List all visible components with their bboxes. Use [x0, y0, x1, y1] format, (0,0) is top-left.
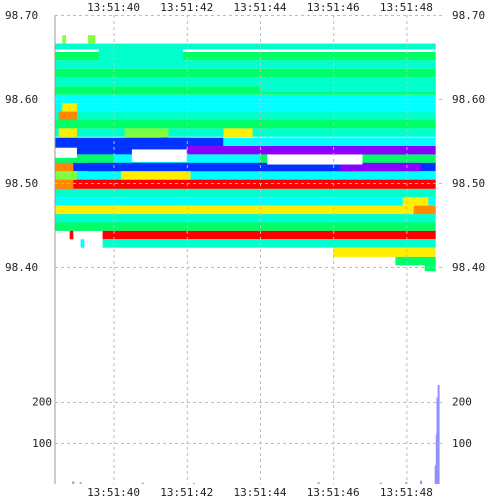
price-tick-label-right: 98.60	[452, 93, 485, 106]
price-band	[55, 111, 436, 120]
price-band-gap	[113, 35, 125, 44]
price-band-patch	[55, 171, 77, 180]
price-band	[55, 171, 436, 180]
volume-bar	[420, 480, 423, 484]
price-band	[55, 60, 436, 69]
price-band-patch	[98, 49, 184, 66]
x-tick-label-top: 13:51:46	[307, 1, 360, 14]
price-band	[102, 230, 436, 240]
x-tick-label-bottom: 13:51:48	[380, 486, 433, 499]
price-band	[55, 222, 436, 231]
price-band	[55, 103, 436, 112]
price-tick-label-left: 98.50	[5, 177, 38, 190]
x-tick-label-top: 13:51:42	[160, 1, 213, 14]
price-band-patch	[87, 35, 96, 44]
volume-bar	[434, 465, 437, 484]
volume-tick-label-right: 100	[452, 437, 472, 450]
price-band-patch	[62, 103, 77, 112]
volume-bar	[79, 482, 82, 484]
volume-bars	[72, 385, 440, 484]
x-tick-label-bottom: 13:51:40	[87, 486, 140, 499]
price-band-patch	[161, 137, 191, 147]
price-band	[55, 120, 436, 129]
volume-tick-label-left: 200	[32, 396, 52, 409]
price-band-patch	[270, 146, 411, 155]
axis-labels: 13:51:40 13:51:40 13:51:42 13:51:42 13:51:44…	[5, 1, 485, 499]
volume-bar	[379, 482, 382, 484]
price-band-patch	[58, 128, 77, 137]
price-band	[55, 188, 436, 198]
price-tick-label-left: 98.40	[5, 261, 38, 274]
x-tick-label-top: 13:51:40	[87, 1, 140, 14]
price-band	[55, 68, 436, 78]
price-band	[55, 43, 436, 50]
price-band	[55, 179, 436, 189]
price-band-patch	[69, 230, 74, 240]
x-tick-label-bottom: 13:51:46	[307, 486, 360, 499]
grid-lines	[54, 15, 443, 484]
price-band	[55, 77, 436, 87]
price-band-patch	[120, 171, 191, 180]
price-band-patch	[424, 262, 436, 272]
price-band-patch	[80, 239, 85, 248]
price-band-patch	[62, 35, 66, 44]
volume-bar	[193, 483, 196, 484]
volume-bar	[405, 481, 408, 484]
x-tick-label-top: 13:51:44	[233, 1, 286, 14]
price-band	[55, 86, 436, 95]
price-band-patch	[113, 154, 260, 163]
price-band-patch	[223, 128, 253, 137]
price-band-patch	[87, 162, 352, 172]
price-tick-label-left: 98.70	[5, 9, 38, 22]
price-band	[55, 94, 436, 104]
price-band	[55, 205, 436, 215]
price-band-patch	[58, 111, 77, 120]
price-tick-label-right: 98.70	[452, 9, 485, 22]
price-band	[55, 214, 436, 223]
price-heatmap	[55, 35, 436, 272]
volume-bar	[141, 482, 144, 484]
x-tick-label-top: 13:51:48	[380, 1, 433, 14]
volume-bar	[437, 385, 440, 484]
price-band-gap	[55, 147, 77, 158]
price-band-gap	[267, 154, 363, 165]
price-band	[102, 239, 436, 248]
price-band	[333, 247, 436, 257]
price-tick-label-left: 98.60	[5, 93, 38, 106]
price-band-patch	[402, 197, 429, 206]
price-tick-label-right: 98.50	[452, 177, 485, 190]
price-band-patch	[259, 82, 436, 93]
price-band	[55, 197, 436, 206]
volume-bar	[436, 397, 439, 484]
price-band-patch	[124, 128, 169, 138]
price-tick-label-right: 98.40	[452, 261, 485, 274]
price-band-patch	[340, 162, 422, 172]
volume-bar	[72, 481, 75, 484]
price-band	[55, 137, 224, 147]
price-band	[223, 137, 436, 147]
price-band	[55, 146, 187, 155]
price-band-gap	[131, 149, 187, 162]
x-tick-label-bottom: 13:51:44	[233, 486, 286, 499]
volume-tick-label-right: 200	[452, 396, 472, 409]
x-tick-label-bottom: 13:51:42	[160, 486, 213, 499]
volume-bar	[317, 482, 320, 484]
price-band	[55, 51, 436, 61]
price-band-patch	[413, 205, 436, 215]
volume-tick-label-left: 100	[32, 437, 52, 450]
price-band	[395, 256, 436, 266]
